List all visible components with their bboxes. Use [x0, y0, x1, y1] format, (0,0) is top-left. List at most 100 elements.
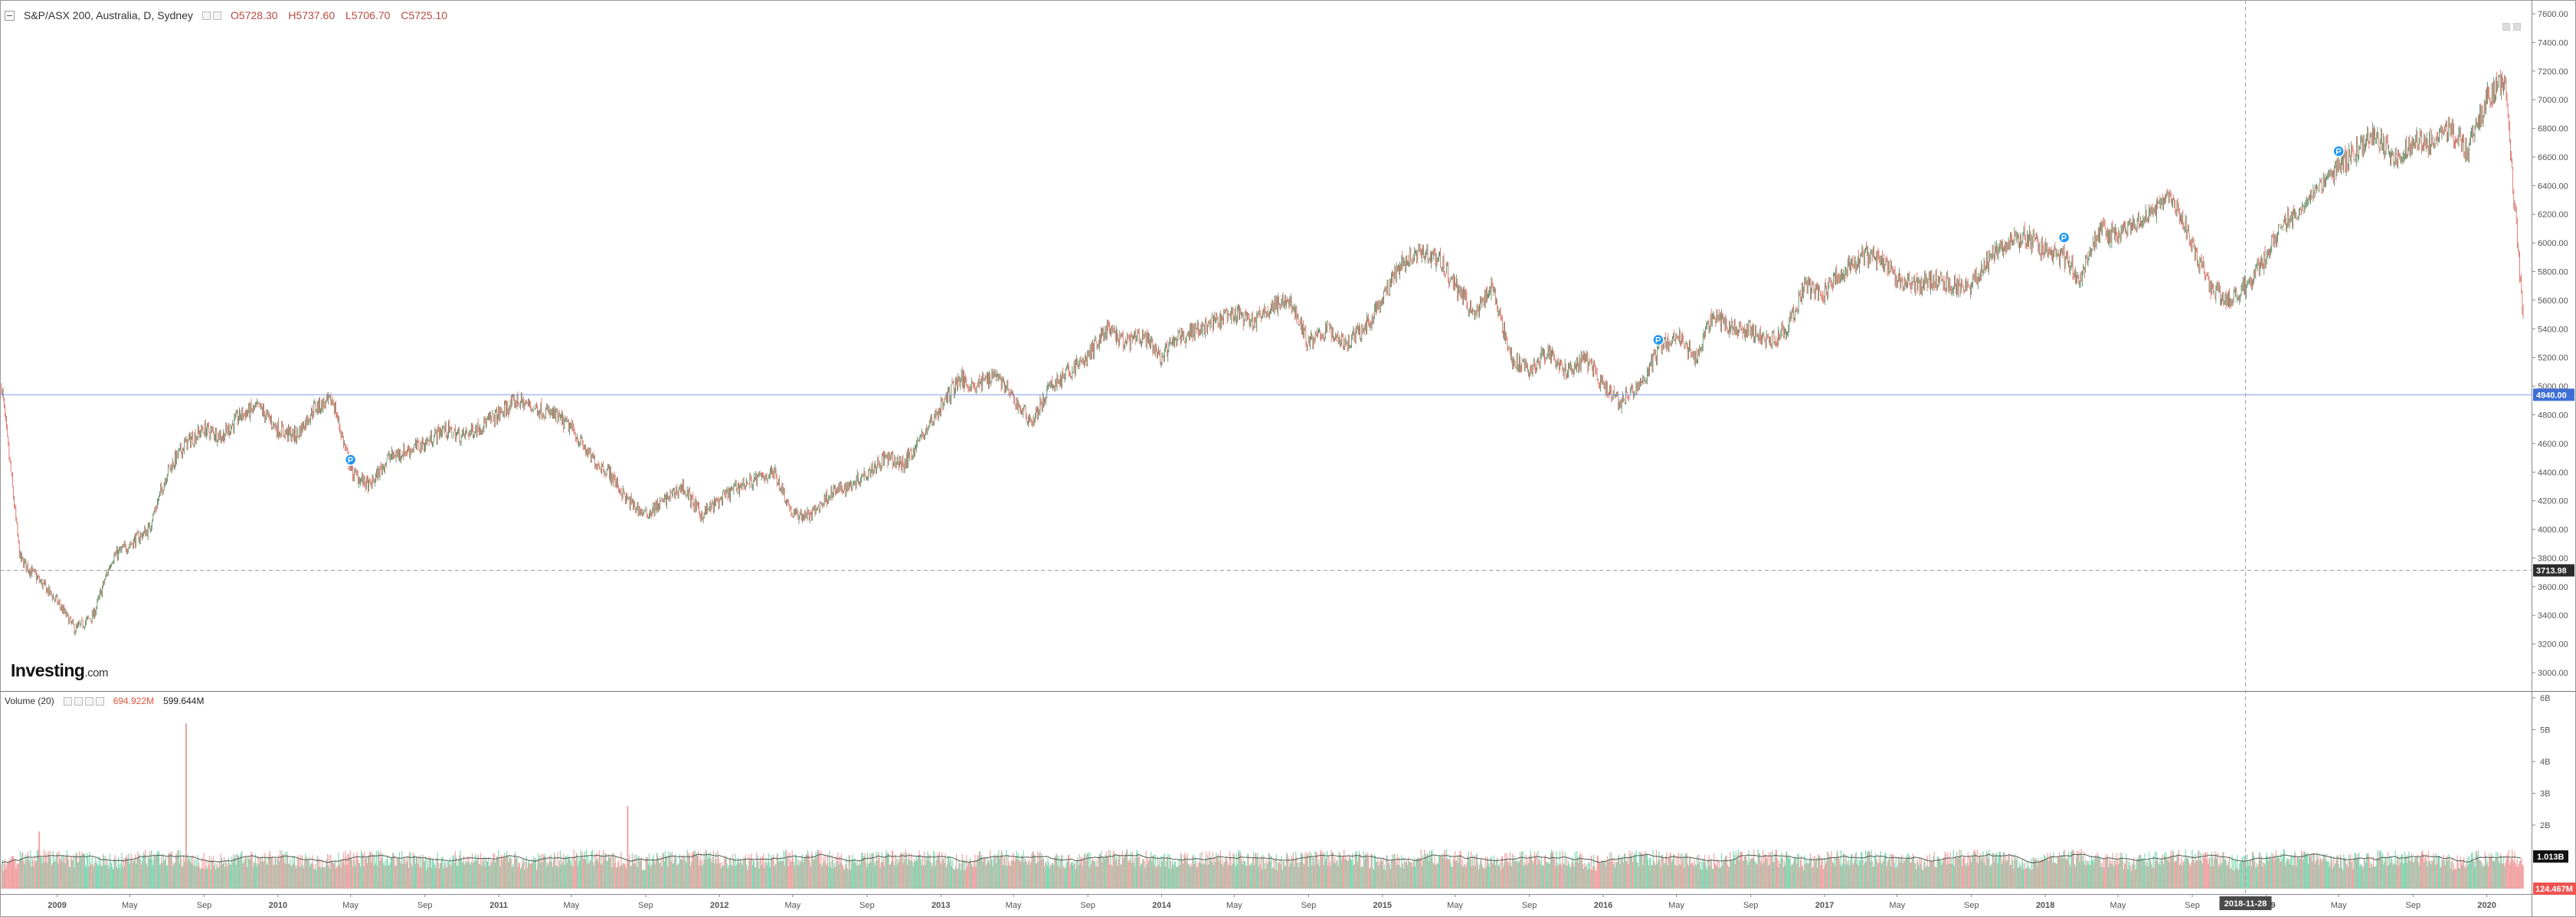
volume-bar — [873, 862, 875, 889]
volume-legend-controls[interactable] — [63, 696, 104, 706]
volume-bar — [2418, 865, 2420, 889]
volume-bar — [1662, 857, 1664, 889]
volume-bar — [274, 858, 276, 889]
close-icon[interactable] — [84, 696, 93, 706]
volume-bar — [1667, 865, 1668, 889]
volume-bar — [1419, 859, 1420, 889]
volume-bar — [1957, 858, 1959, 889]
volume-bar — [948, 856, 950, 889]
volume-bar — [882, 862, 884, 889]
volume-bar — [1673, 854, 1674, 889]
volume-bar — [574, 856, 575, 889]
volume-bar — [2449, 859, 2450, 889]
volume-bar — [967, 862, 969, 889]
eye-icon[interactable] — [202, 11, 211, 20]
volume-bar — [652, 858, 653, 889]
maximize-icon[interactable] — [2502, 23, 2510, 31]
volume-bar — [444, 860, 446, 889]
volume-bar — [1257, 853, 1259, 889]
volume-bar — [537, 863, 538, 889]
volume-bar — [1972, 857, 1974, 889]
volume-bar — [291, 865, 293, 889]
volume-bar — [710, 858, 712, 889]
volume-bar — [905, 850, 906, 889]
volume-bar — [2461, 865, 2463, 889]
volume-bar — [1524, 864, 1526, 889]
volume-bar — [1964, 856, 1966, 889]
volume-bar — [1904, 859, 1906, 889]
volume-bar — [2100, 866, 2102, 889]
volume-bar — [178, 850, 179, 889]
collapse-icon[interactable] — [5, 10, 15, 21]
volume-bar — [1065, 866, 1066, 889]
volume-bar — [275, 858, 277, 889]
volume-bar — [2330, 855, 2332, 889]
volume-bar — [1423, 860, 1425, 889]
volume-bar — [1271, 856, 1272, 889]
volume-bar — [280, 856, 282, 889]
volume-bar — [1497, 866, 1499, 889]
volume-bar — [901, 853, 902, 889]
volume-bar — [422, 854, 424, 889]
volume-bar — [2497, 852, 2499, 889]
volume-bar — [1373, 870, 1374, 889]
volume-bar — [1139, 866, 1141, 889]
volume-bar — [718, 863, 720, 889]
volume-bar — [1783, 861, 1785, 889]
volume-bar — [1763, 862, 1765, 889]
settings-icon[interactable] — [213, 11, 222, 20]
volume-bar — [1299, 862, 1301, 889]
volume-bar — [1728, 867, 1730, 889]
volume-bar — [1733, 855, 1735, 889]
volume-bar — [1802, 865, 1804, 889]
volume-bar — [1574, 852, 1576, 889]
volume-bar — [2162, 863, 2164, 889]
volume-bar — [323, 866, 325, 889]
volume-bar — [2189, 864, 2191, 889]
volume-bar — [86, 866, 87, 889]
volume-bar — [1298, 862, 1300, 889]
volume-bar — [1780, 857, 1782, 889]
volume-bar — [1796, 863, 1798, 889]
volume-bar — [110, 862, 112, 889]
volume-bar — [1845, 855, 1847, 889]
legend-settings-icon[interactable] — [202, 11, 222, 20]
volume-bar — [1498, 865, 1500, 889]
volume-bar — [349, 858, 350, 889]
volume-bar — [8, 860, 10, 889]
volume-bar — [156, 851, 158, 889]
volume-bar — [11, 856, 14, 889]
volume-bar — [1143, 859, 1144, 889]
volume-bar — [754, 866, 756, 889]
volume-bar — [211, 860, 213, 889]
minimize-icon[interactable] — [2513, 23, 2521, 31]
volume-bar — [491, 863, 493, 889]
volume-bar — [306, 860, 308, 889]
volume-bar — [2086, 865, 2087, 889]
volume-bar — [2302, 853, 2303, 889]
volume-bar — [1867, 851, 1869, 889]
volume-bar — [1627, 857, 1628, 889]
volume-bar — [2158, 864, 2159, 889]
volume-bar — [2448, 854, 2450, 889]
volume-bar — [1792, 865, 1793, 889]
volume-bar — [2435, 853, 2437, 889]
volume-bar — [169, 853, 171, 889]
volume-bar — [365, 857, 367, 889]
volume-bar — [111, 863, 113, 889]
volume-bar — [1094, 860, 1095, 889]
volume-bar — [686, 850, 688, 889]
eye-icon[interactable] — [63, 696, 72, 706]
volume-bar — [1834, 856, 1835, 889]
settings-icon[interactable] — [74, 696, 83, 706]
volume-bar — [162, 863, 163, 889]
more-icon[interactable] — [95, 696, 104, 706]
volume-bar — [1561, 866, 1563, 889]
volume-bar — [943, 858, 944, 889]
volume-bar — [1023, 862, 1025, 889]
volume-bar — [180, 857, 182, 889]
volume-bar — [640, 859, 641, 889]
volume-bar — [425, 856, 427, 889]
volume-bar — [2519, 861, 2521, 889]
